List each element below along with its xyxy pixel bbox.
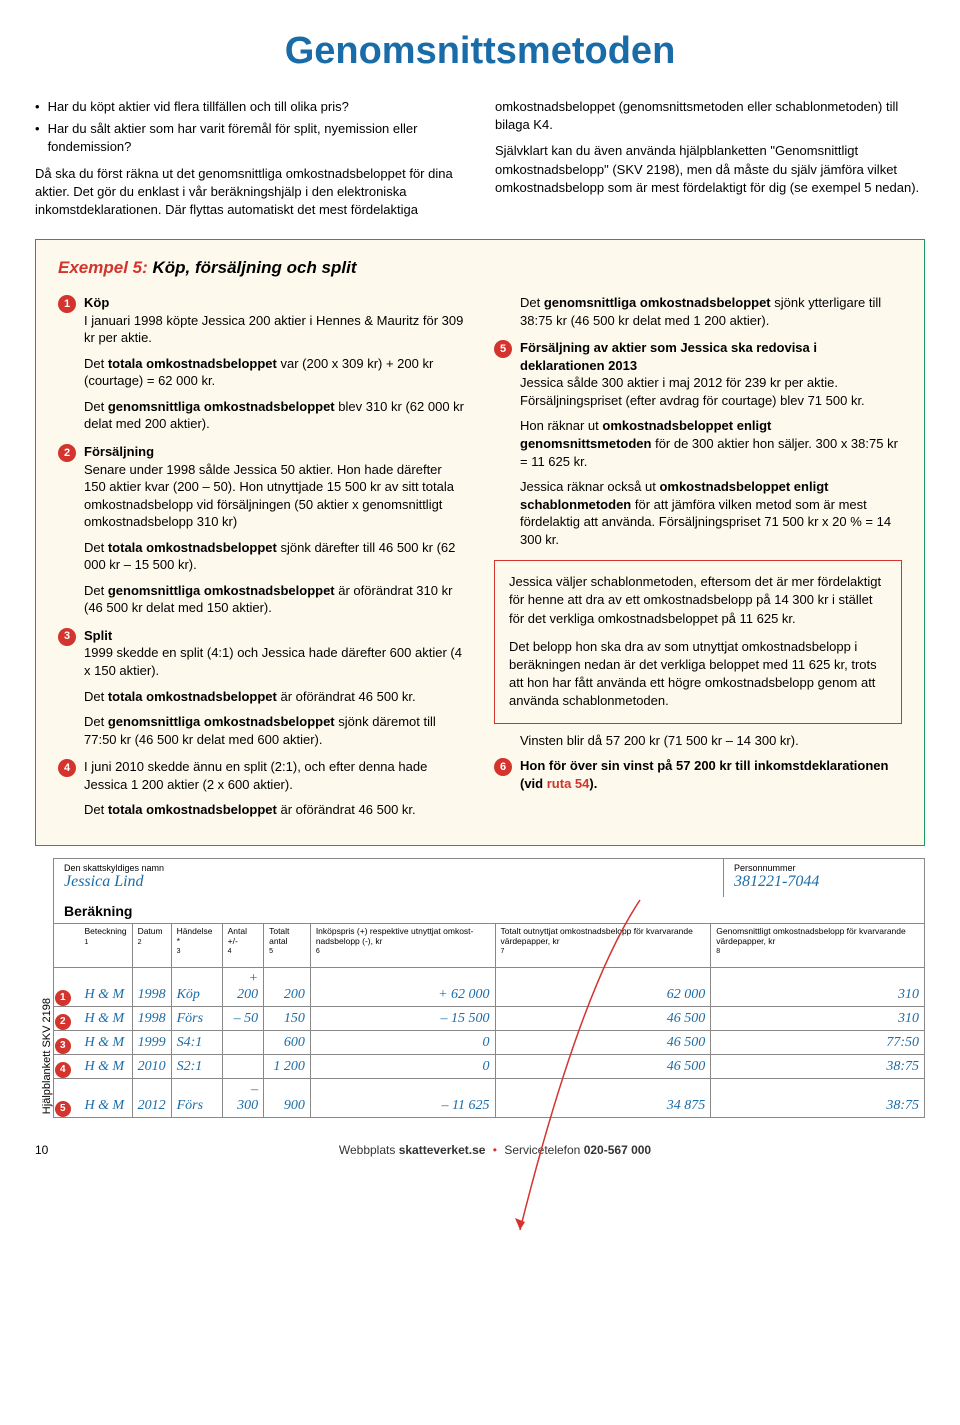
calc-title: Beräkning <box>53 897 925 923</box>
name-value: Jessica Lind <box>64 873 713 891</box>
vinst-line: Vinsten blir då 57 200 kr (71 500 kr – 1… <box>520 732 902 750</box>
item-4-body: I juni 2010 skedde ännu en split (2:1), … <box>84 758 466 819</box>
example-columns: 1 Köp I januari 1998 köpte Jessica 200 a… <box>58 294 902 823</box>
intro-left-column: • Har du köpt aktier vid flera tillfällen… <box>35 98 465 219</box>
table-header-row: Beteckning1 Datum2 Händelse *3 Antal +/-… <box>54 923 925 967</box>
item-2-body: Försäljning Senare under 1998 sålde Jess… <box>84 443 466 617</box>
bullet-1-text: Har du köpt aktier vid flera tillfällen … <box>48 98 349 116</box>
callout-p1: Jessica väljer schablonmetoden, eftersom… <box>509 573 887 628</box>
table-row: 1H & M1998Köp+ 200200+ 62 00062 000310 <box>54 967 925 1006</box>
item-3-p1: 1999 skedde en split (4:1) och Jessica h… <box>84 645 462 678</box>
page-title: Genomsnittsmetoden <box>35 30 925 73</box>
dot-icon: • <box>493 1143 497 1157</box>
bullet-1: • Har du köpt aktier vid flera tillfällen… <box>35 98 465 116</box>
example-label: Exempel 5: <box>58 258 148 277</box>
row-circle-icon: 2 <box>55 1014 71 1030</box>
item-4-p1: I juni 2010 skedde ännu en split (2:1), … <box>84 759 427 792</box>
name-box: Den skattskyldiges namn Jessica Lind Per… <box>53 858 925 897</box>
item-3-p3: Det genomsnittliga omkostnadsbeloppet sj… <box>84 713 466 748</box>
callout-box: Jessica väljer schablonmetoden, eftersom… <box>494 560 902 723</box>
item-5-p2: Hon räknar ut omkostnadsbeloppet enligt … <box>520 417 902 470</box>
page-footer: 10 Webbplats skatteverket.se • Servicete… <box>35 1143 925 1157</box>
form-area: Den skattskyldiges namn Jessica Lind Per… <box>53 858 925 1118</box>
bullet-dot-icon: • <box>35 98 40 116</box>
row-circle-icon: 1 <box>55 990 71 1006</box>
item-1-p2: Det totala omkostnadsbeloppet var (200 x… <box>84 355 466 390</box>
item-1-p3: Det genomsnittliga omkostnadsbeloppet bl… <box>84 398 466 433</box>
item-2-head: Försäljning <box>84 444 154 459</box>
item-5: 5 Försäljning av aktier som Jessica ska … <box>494 339 902 548</box>
table-row: 5H & M2012Förs– 300900– 11 62534 87538:7… <box>54 1078 925 1117</box>
item-1-p1: I januari 1998 köpte Jessica 200 aktier … <box>84 313 463 346</box>
form-section: Hjälpblankett SKV 2198 Den skattskyldige… <box>35 858 925 1118</box>
bullet-2: •Har du sålt aktier som har varit föremå… <box>35 120 465 156</box>
item-3: 3 Split 1999 skedde en split (4:1) och J… <box>58 627 466 748</box>
item-1-body: Köp I januari 1998 köpte Jessica 200 akt… <box>84 294 466 433</box>
example-box: Exempel 5: Köp, försäljning och split 1 … <box>35 239 925 846</box>
name-label: Den skattskyldiges namn <box>64 863 713 873</box>
row-circle-icon: 5 <box>55 1101 71 1117</box>
item-6: 6 Hon för över sin vinst på 57 200 kr ti… <box>494 757 902 792</box>
item-5-p3: Jessica räknar också ut omkostnadsbelopp… <box>520 478 902 548</box>
example-left-col: 1 Köp I januari 1998 köpte Jessica 200 a… <box>58 294 466 823</box>
item-6-body: Hon för över sin vinst på 57 200 kr till… <box>520 757 902 792</box>
item-3-head: Split <box>84 628 112 643</box>
item-5-body: Försäljning av aktier som Jessica ska re… <box>520 339 902 548</box>
vertical-form-label: Hjälpblankett SKV 2198 <box>35 994 53 1118</box>
intro-para-1: Då ska du först räkna ut det genomsnittl… <box>35 165 465 220</box>
calculation-table: Beteckning1 Datum2 Händelse *3 Antal +/-… <box>53 923 925 1118</box>
circle-5-icon: 5 <box>494 340 512 358</box>
item-3-body: Split 1999 skedde en split (4:1) och Jes… <box>84 627 466 748</box>
intro-section: • Har du köpt aktier vid flera tillfällen… <box>35 98 925 219</box>
item-4-p2: Det totala omkostnadsbeloppet är oföränd… <box>84 801 466 819</box>
item-2-p3: Det genomsnittliga omkostnadsbeloppet är… <box>84 582 466 617</box>
item-4: 4 I juni 2010 skedde ännu en split (2:1)… <box>58 758 466 819</box>
row-circle-icon: 4 <box>55 1062 71 1078</box>
intro-para-r1: omkostnadsbeloppet (genomsnittsmetoden e… <box>495 98 925 134</box>
circle-3-icon: 3 <box>58 628 76 646</box>
pn-label: Personnummer <box>734 863 914 873</box>
item-5-p1: Jessica sålde 300 aktier i maj 2012 för … <box>520 375 865 408</box>
name-cell: Den skattskyldiges namn Jessica Lind <box>54 859 724 897</box>
table-row: 2H & M1998Förs– 50150– 15 50046 500310 <box>54 1006 925 1030</box>
example-heading: Exempel 5: Köp, försäljning och split <box>58 258 902 278</box>
item-5-head: Försäljning av aktier som Jessica ska re… <box>520 340 817 373</box>
item-3-p2: Det totala omkostnadsbeloppet är oföränd… <box>84 688 466 706</box>
circle-4-icon: 4 <box>58 759 76 777</box>
table-row: 3H & M1999S4:1600046 50077:50 <box>54 1030 925 1054</box>
example-subtitle: Köp, försäljning och split <box>153 258 357 277</box>
pn-value: 381221-7044 <box>734 873 914 891</box>
item-1-head: Köp <box>84 295 109 310</box>
intro-right-column: omkostnadsbeloppet (genomsnittsmetoden e… <box>495 98 925 219</box>
table-row: 4H & M2010S2:11 200046 50038:75 <box>54 1054 925 1078</box>
footer-center: Webbplats skatteverket.se • Servicetelef… <box>65 1143 925 1157</box>
circle-1-icon: 1 <box>58 295 76 313</box>
item-2-p2: Det totala omkostnadsbeloppet sjönk däre… <box>84 539 466 574</box>
row-circle-icon: 3 <box>55 1038 71 1054</box>
item-2: 2 Försäljning Senare under 1998 sålde Je… <box>58 443 466 617</box>
bullet-dot-icon: • <box>35 120 40 156</box>
item-2-p1: Senare under 1998 sålde Jessica 50 aktie… <box>84 462 454 530</box>
table-wrap: Beteckning1 Datum2 Händelse *3 Antal +/-… <box>53 923 925 1118</box>
circle-6-icon: 6 <box>494 758 512 776</box>
page-number: 10 <box>35 1143 65 1157</box>
bullet-2-text: Har du sålt aktier som har varit föremål… <box>48 120 465 156</box>
personnummer-cell: Personnummer 381221-7044 <box>724 859 924 897</box>
right-top-para: Det genomsnittliga omkostnadsbeloppet sj… <box>520 294 902 329</box>
circle-2-icon: 2 <box>58 444 76 462</box>
item-1: 1 Köp I januari 1998 köpte Jessica 200 a… <box>58 294 466 433</box>
callout-p2: Det belopp hon ska dra av som utnyttjat … <box>509 638 887 711</box>
example-right-col: Det genomsnittliga omkostnadsbeloppet sj… <box>494 294 902 823</box>
intro-para-r2: Självklart kan du även använda hjälpblan… <box>495 142 925 197</box>
